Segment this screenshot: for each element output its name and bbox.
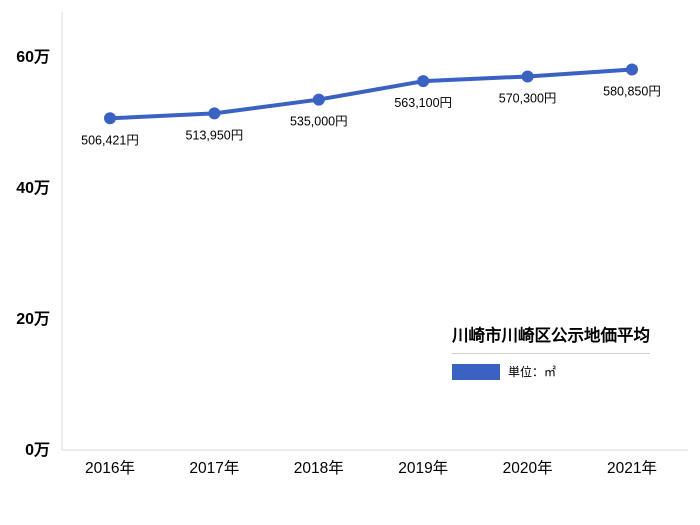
x-axis-tick-label: 2020年 <box>503 459 553 477</box>
data-point-label: 535,000円 <box>290 115 348 129</box>
x-axis-tick-label: 2016年 <box>85 459 135 477</box>
data-point-label: 580,850円 <box>603 85 661 99</box>
x-axis-tick-label: 2017年 <box>189 459 239 477</box>
data-point <box>312 93 325 106</box>
data-point <box>626 63 638 76</box>
legend-row: 単位：㎡ <box>452 354 650 380</box>
y-axis-tick-label: 60万 <box>16 49 50 66</box>
y-axis-tick-label: 20万 <box>16 311 50 328</box>
y-axis-tick-label: 0万 <box>25 442 50 459</box>
data-point-label: 563,100円 <box>394 96 452 110</box>
series-line <box>108 67 634 121</box>
x-axis-tick-label: 2019年 <box>398 459 448 477</box>
legend-unit-label: 単位：㎡ <box>508 365 557 379</box>
legend: 川崎市川崎区公示地価平均 単位：㎡ <box>452 322 650 380</box>
data-point <box>521 70 534 83</box>
data-point <box>104 112 116 125</box>
data-point-label: 513,950円 <box>186 128 244 142</box>
x-axis-tick-label: 2018年 <box>294 459 344 477</box>
legend-title: 川崎市川崎区公示地価平均 <box>452 322 650 354</box>
x-axis-tick-label: 2021年 <box>607 459 657 477</box>
data-point-label: 506,421円 <box>81 133 139 147</box>
data-point <box>417 75 430 88</box>
data-point <box>208 107 221 120</box>
data-point-label: 570,300円 <box>499 91 557 105</box>
legend-color-swatch <box>452 363 500 380</box>
y-axis-tick-label: 40万 <box>16 180 50 197</box>
